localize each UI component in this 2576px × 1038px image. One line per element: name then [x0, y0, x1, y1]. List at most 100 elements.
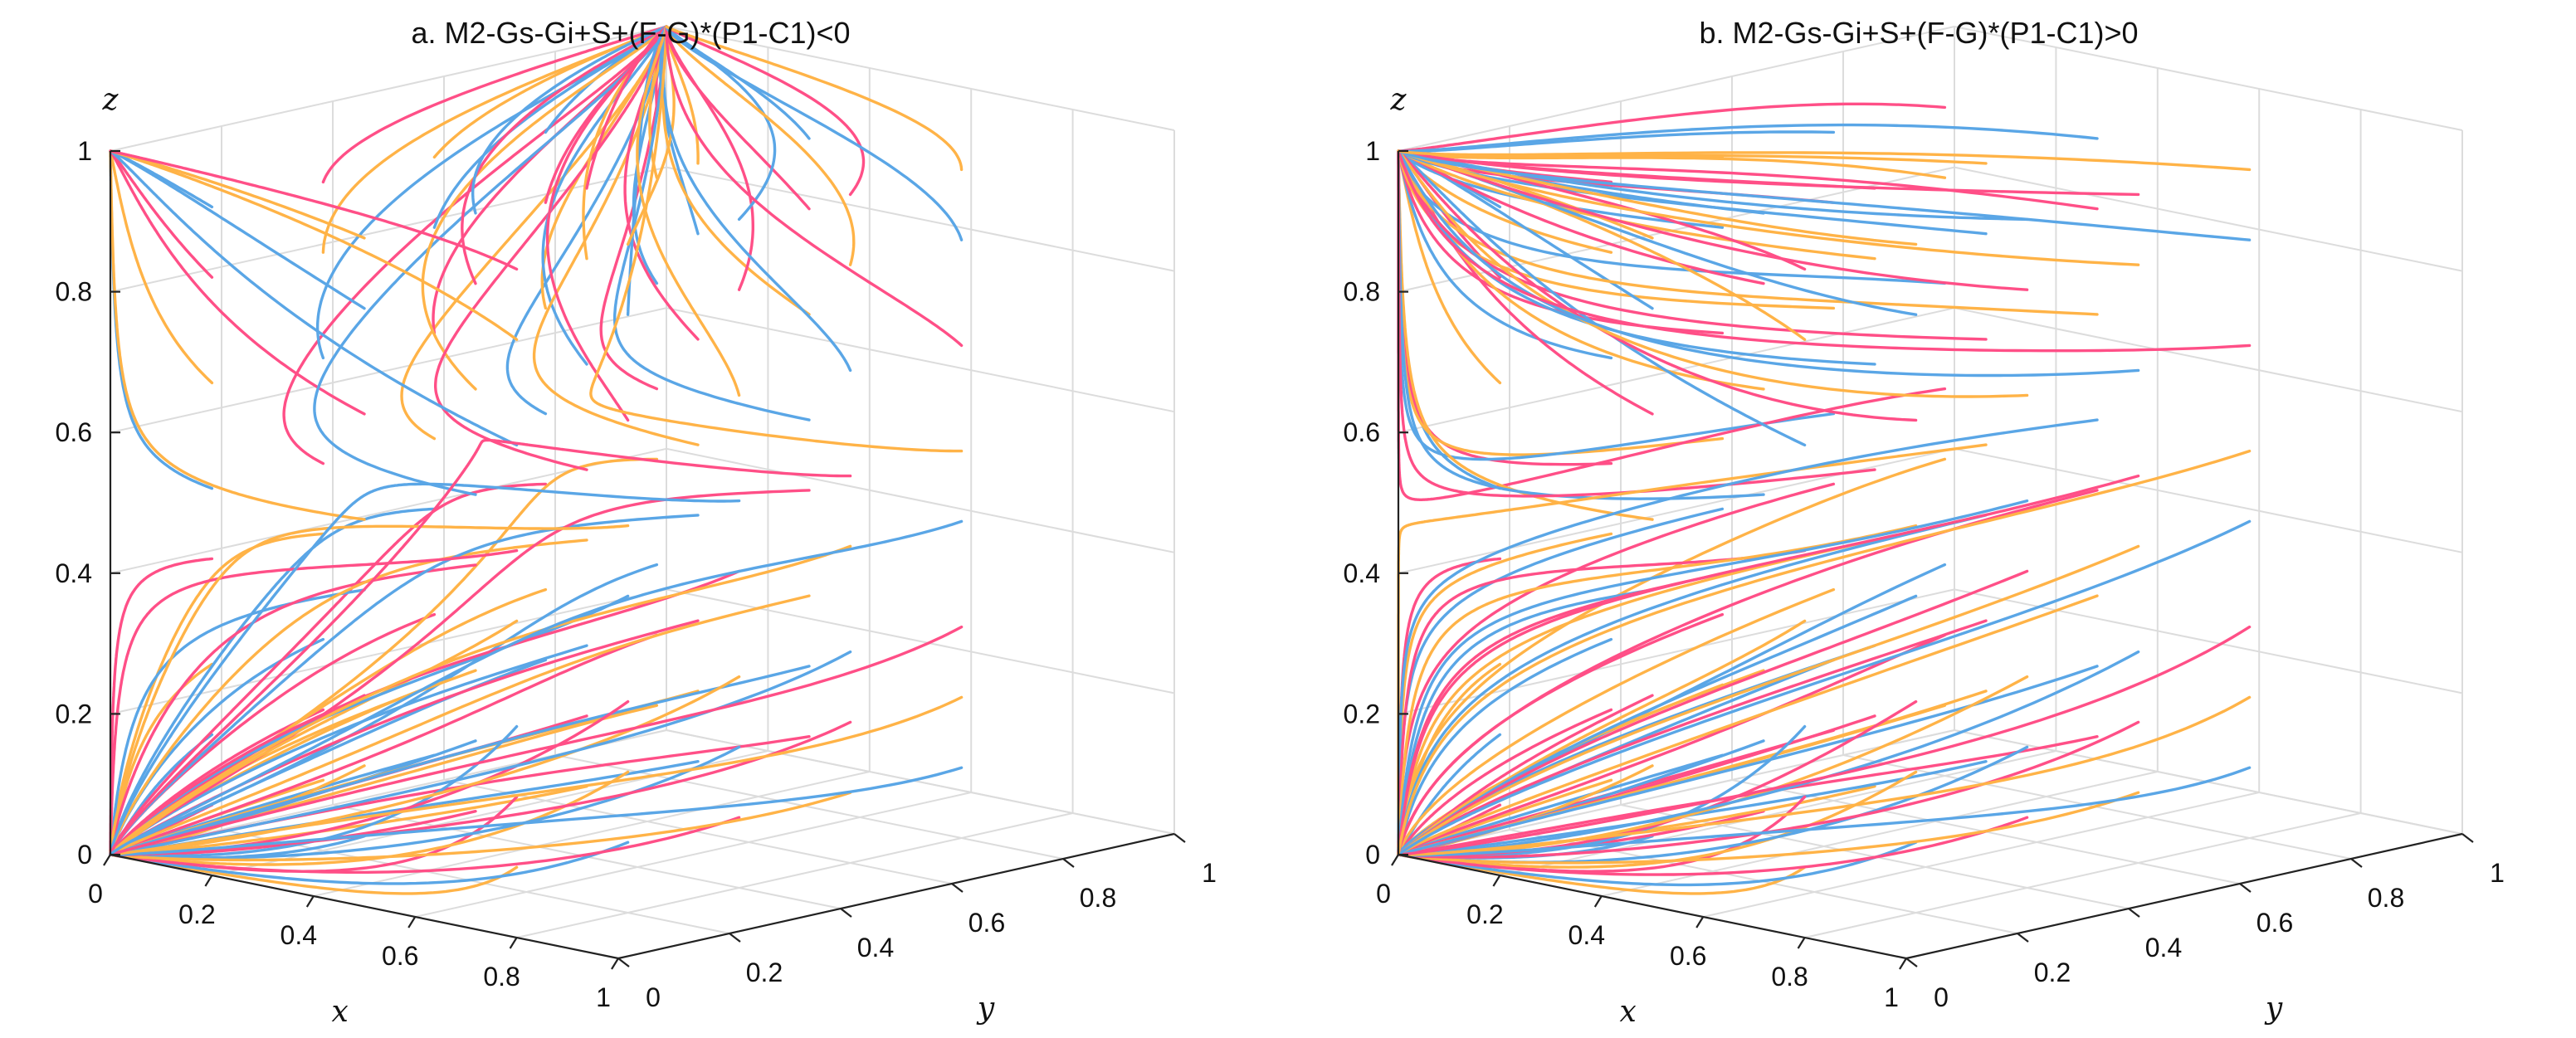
y-tick-label: 1 [1202, 858, 1217, 888]
x-axis-label: x [1619, 995, 1636, 1029]
panel-title: b. M2-Gs-Gi+S+(F-G)*(P1-C1)>0 [1699, 16, 2138, 50]
y-tick-mark [1905, 958, 1918, 967]
x-tick-label: 0 [1376, 879, 1391, 909]
x-tick-label: 0.2 [1466, 899, 1503, 929]
x-tick-label: 0.4 [281, 920, 317, 950]
y-tick-label: 0.6 [2256, 908, 2293, 938]
grid-line [666, 729, 1175, 835]
y-tick-label: 0.4 [857, 933, 894, 962]
panel-a: 0 0.2 0.4 0.6 0.8 1 0 0.2 0.4 0.6 0.8 1 0 0.2 0.4 0.6 0.… [56, 16, 1217, 1029]
x-tick-label: 0.6 [382, 941, 418, 971]
trajectory-curve [109, 482, 741, 856]
grid-line [1398, 307, 1955, 434]
y-tick-label: 0.4 [2145, 933, 2182, 962]
grid-line [554, 754, 1064, 860]
y-tick-mark [2239, 883, 2252, 893]
x-tick-mark [1899, 958, 1907, 970]
z-tick-label: 0.4 [56, 558, 92, 588]
x-axis-line [110, 853, 619, 960]
y-tick-mark [2350, 858, 2363, 868]
y-tick-label: 0.8 [2368, 883, 2404, 913]
z-tick-label: 0 [77, 840, 92, 870]
grid-line [1954, 447, 2463, 553]
x-tick-label: 0.8 [483, 962, 520, 992]
grid-line [666, 588, 1175, 694]
z-tick-label: 1 [1365, 136, 1380, 166]
trajectory-curve [109, 524, 630, 856]
grid-line [666, 447, 1175, 553]
x-axis-label: x [331, 995, 348, 1029]
z-tick-label: 0.8 [56, 277, 92, 307]
trajectory-curve [109, 149, 366, 521]
grid-line [1954, 166, 2463, 272]
trajectory-curve [1397, 102, 1947, 153]
y-axis-label: y [2264, 992, 2283, 1026]
y-tick-label: 0 [1934, 982, 1949, 1012]
grid-line [516, 812, 1073, 938]
x-tick-mark [611, 958, 619, 970]
y-tick-label: 0.8 [1080, 883, 1116, 913]
x-tick-label: 0.8 [1771, 962, 1808, 992]
trajectory-curve [665, 25, 964, 172]
x-tick-mark [204, 875, 213, 887]
z-tick-label: 1 [77, 136, 92, 166]
trajectory-curve [109, 438, 852, 856]
y-tick-mark [729, 933, 741, 943]
z-tick-label: 0.6 [56, 417, 92, 447]
panel-b: 0 0.2 0.4 0.6 0.8 1 0 0.2 0.4 0.6 0.8 1 0 0.2 0.4 0.6 0.… [1344, 16, 2505, 1029]
y-tick-label: 0.2 [2034, 958, 2071, 987]
grid-line [313, 771, 871, 897]
z-tick-label: 0.8 [1344, 277, 1380, 307]
z-tick-label: 0.2 [56, 699, 92, 729]
y-tick-mark [951, 883, 964, 893]
x-tick-mark [509, 937, 518, 949]
z-tick-label: 0.2 [1344, 699, 1380, 729]
grid-line [666, 26, 1175, 131]
x-tick-mark [305, 895, 315, 908]
y-tick-mark [1173, 833, 1186, 843]
grid-line [666, 166, 1175, 272]
x-tick-label: 0 [88, 879, 103, 909]
y-tick-mark [617, 958, 630, 967]
z-tick-label: 0.4 [1344, 558, 1380, 588]
x-tick-label: 0.6 [1670, 941, 1706, 971]
trajectory-curve [109, 149, 519, 447]
grid-line [221, 829, 730, 934]
x-tick-mark [1492, 875, 1501, 887]
grid-line [1954, 26, 2463, 131]
y-axis-label: y [976, 992, 995, 1026]
y-tick-label: 0.2 [746, 958, 783, 987]
trajectory-curve [109, 519, 964, 856]
x-tick-label: 0.2 [178, 899, 215, 929]
grid-line [1954, 588, 2463, 694]
x-tick-label: 1 [596, 982, 611, 1012]
grid-line [1398, 729, 1955, 855]
trajectory-curve [665, 25, 856, 266]
x-tick-mark [1695, 916, 1705, 928]
grid-line [110, 26, 667, 152]
y-tick-label: 1 [2490, 858, 2505, 888]
grid-line [1702, 792, 2260, 918]
y-tick-mark [2461, 833, 2474, 843]
y-tick-label: 0.6 [968, 908, 1005, 938]
trajectory-curve [1397, 519, 2252, 856]
trajectory-curve [109, 149, 214, 385]
x-tick-mark [1391, 854, 1399, 866]
grid-line [110, 307, 667, 434]
grid-line [1398, 447, 1955, 574]
y-axis-line [1905, 832, 2463, 960]
x-tick-mark [407, 916, 417, 928]
x-tick-label: 0.4 [1569, 920, 1605, 950]
grid-line [1804, 812, 2361, 938]
grid-line [1954, 307, 2463, 413]
y-tick-mark [840, 908, 852, 918]
z-axis-label: z [102, 83, 120, 117]
grid-line [666, 307, 1175, 413]
x-axis-line [1398, 853, 1907, 960]
x-tick-mark [1593, 895, 1603, 908]
panel-title: a. M2-Gs-Gi+S+(F-G)*(P1-C1)<0 [411, 16, 850, 50]
z-axis-label: z [1390, 83, 1408, 117]
y-tick-mark [1062, 858, 1075, 868]
grid-line [414, 792, 972, 918]
